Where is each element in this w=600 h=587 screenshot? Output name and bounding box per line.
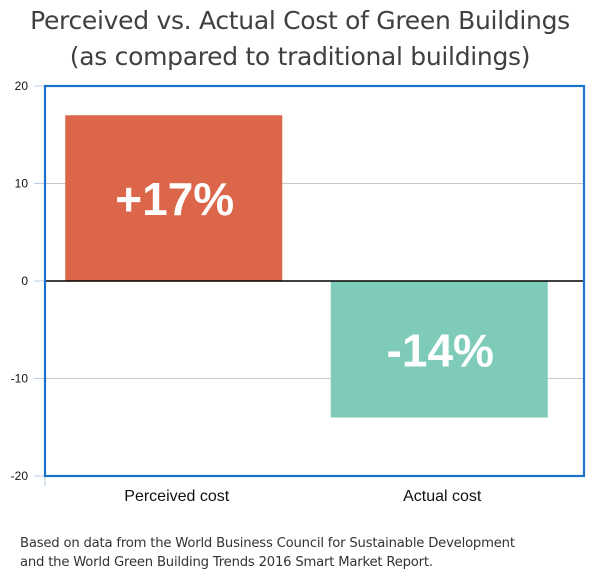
y-tick-label: 0	[21, 274, 28, 288]
source-footnote: Based on data from the World Business Co…	[20, 534, 515, 572]
x-category-label: Perceived cost	[124, 488, 229, 505]
plot-border	[43, 84, 586, 478]
y-tick-label: 10	[15, 177, 29, 191]
y-tick-label: 20	[15, 79, 29, 93]
y-tick-label: -10	[11, 372, 29, 386]
x-axis: Perceived cost Actual cost	[124, 488, 482, 505]
x-category-label: Actual cost	[403, 488, 482, 505]
y-axis: 20 10 0 -10 -20	[11, 79, 46, 486]
chart-title: Perceived vs. Actual Cost of Green Build…	[30, 6, 570, 35]
bar-actual-cost	[330, 281, 548, 418]
footnote-line-1: Based on data from the World Business Co…	[20, 536, 515, 551]
data-label: +17%	[115, 173, 234, 225]
chart-subtitle: (as compared to traditional buildings)	[69, 42, 531, 71]
bar-perceived-cost	[65, 115, 283, 281]
y-tick-label: -20	[11, 469, 29, 483]
data-label: -14%	[387, 324, 494, 376]
bars	[65, 115, 548, 418]
footnote-line-2: and the World Green Building Trends 2016…	[20, 555, 433, 570]
plot-frame	[43, 84, 586, 478]
data-labels: +17% -14%	[115, 173, 494, 376]
